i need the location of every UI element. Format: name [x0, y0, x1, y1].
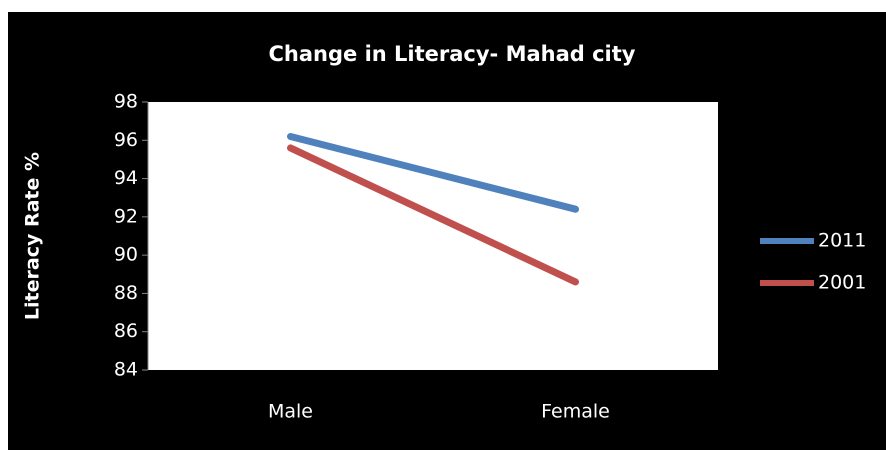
y-tick-label: 92: [114, 205, 138, 227]
data-line: [287, 132, 579, 213]
y-axis-label: Literacy Rate %: [22, 152, 44, 320]
plot-area: [148, 102, 718, 370]
legend-label: 2011: [818, 230, 866, 252]
y-tick-label: 88: [114, 282, 138, 304]
y-tick-label: 96: [114, 129, 138, 151]
x-tick-label: Male: [268, 401, 313, 423]
y-tick-label: 86: [114, 320, 138, 342]
y-tick-label: 90: [114, 244, 138, 266]
legend-label: 2001: [818, 272, 866, 294]
x-tick-label: Female: [541, 401, 610, 423]
y-tick-label: 94: [114, 167, 138, 189]
y-tick-label: 84: [114, 359, 138, 381]
chart-title: Change in Literacy- Mahad city: [269, 42, 636, 66]
y-tick-label: 98: [114, 91, 138, 113]
data-line: [287, 144, 579, 286]
